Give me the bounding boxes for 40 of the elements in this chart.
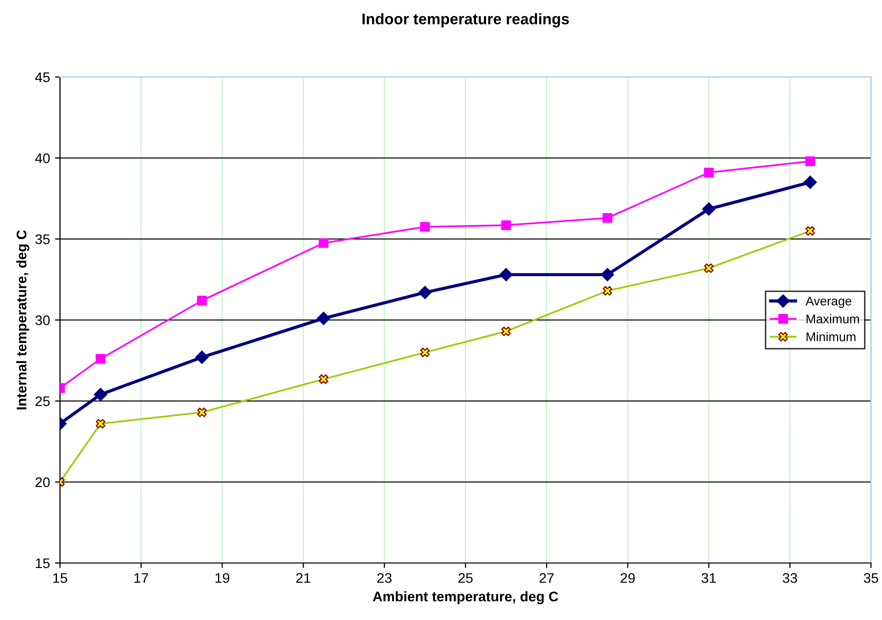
point bbox=[197, 296, 207, 306]
y-tick-label: 40 bbox=[35, 153, 50, 164]
x-tick-label: 27 bbox=[540, 573, 554, 583]
point bbox=[602, 213, 612, 223]
y-tick-label: 45 bbox=[35, 72, 50, 82]
y-axis-title: Internal temperature, deg C bbox=[16, 230, 30, 410]
x-tick-label: 23 bbox=[377, 573, 392, 583]
x-tick-label: 35 bbox=[864, 573, 878, 583]
x-tick-label: 33 bbox=[782, 573, 798, 583]
x-tick-label: 25 bbox=[458, 573, 473, 583]
legend-label: Maximum bbox=[806, 314, 859, 324]
point bbox=[600, 268, 614, 282]
legend-label: Minimum bbox=[806, 332, 856, 342]
x-tick-label: 19 bbox=[216, 573, 230, 583]
x-tick-label: 15 bbox=[53, 573, 68, 583]
chart-title: Indoor temperature readings bbox=[362, 13, 569, 28]
x-tick-label: 31 bbox=[702, 573, 716, 583]
point bbox=[195, 350, 209, 364]
point bbox=[420, 222, 430, 232]
y-tick-label: 20 bbox=[36, 477, 50, 488]
point bbox=[318, 238, 328, 248]
x-tick-label: 17 bbox=[134, 573, 148, 583]
point bbox=[805, 156, 816, 166]
point bbox=[704, 168, 714, 178]
point bbox=[94, 388, 108, 402]
point bbox=[501, 220, 511, 230]
point bbox=[499, 268, 513, 282]
x-axis-title: Ambient temperature, deg C bbox=[372, 591, 558, 604]
y-tick-label: 30 bbox=[35, 315, 50, 326]
y-tick-label: 25 bbox=[36, 396, 50, 406]
point bbox=[96, 354, 106, 364]
y-tick-label: 35 bbox=[35, 234, 50, 244]
point bbox=[804, 176, 817, 189]
legend-label: Average bbox=[806, 296, 852, 308]
y-tick-label: 15 bbox=[36, 558, 50, 568]
point bbox=[702, 202, 716, 216]
x-tick-label: 29 bbox=[620, 573, 635, 583]
x-tick-label: 21 bbox=[296, 573, 310, 583]
point bbox=[418, 286, 432, 300]
point bbox=[316, 312, 330, 325]
